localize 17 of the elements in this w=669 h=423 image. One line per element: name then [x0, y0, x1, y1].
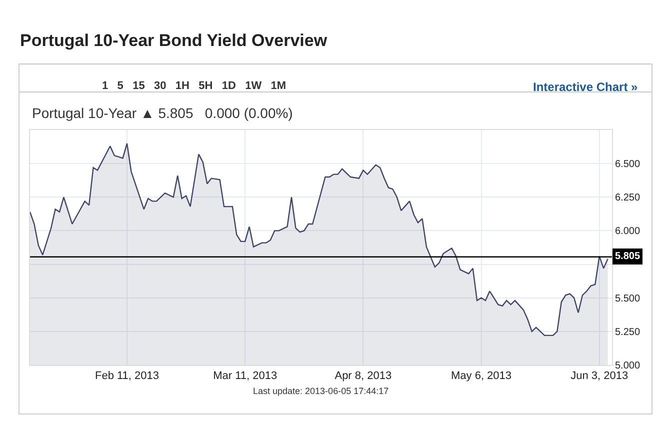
text: 1 5 15 30 1H 5H 1D 1W 1M [102, 80, 286, 92]
ref-line-label: 5.805 [615, 251, 640, 262]
chart-title: Portugal 10-Year Bond Yield Overview [20, 31, 328, 50]
x-tick-label: Apr 8, 2013 [334, 370, 392, 382]
text: Interactive Chart » [533, 80, 638, 94]
y-tick-label: 5.250 [615, 326, 640, 338]
x-tick-label: Jun 3, 2013 [570, 370, 628, 382]
y-tick-label: 5.000 [615, 360, 640, 372]
text: Last update: 2013-06-05 17:44:17 [253, 386, 389, 396]
x-tick-label: Feb 11, 2013 [94, 370, 160, 382]
x-tick-label: Mar 11, 2013 [213, 370, 278, 382]
y-tick-label: 6.250 [615, 192, 640, 204]
y-tick-label: 6.500 [615, 159, 640, 170]
y-tick-label: 6.000 [615, 226, 640, 238]
y-tick-label: 5.500 [615, 293, 640, 304]
chart-subtitle: Portugal 10-Year ▲ 5.805 0.000 (0.00%) [32, 105, 293, 121]
x-tick-label: May 6, 2013 [450, 370, 512, 382]
